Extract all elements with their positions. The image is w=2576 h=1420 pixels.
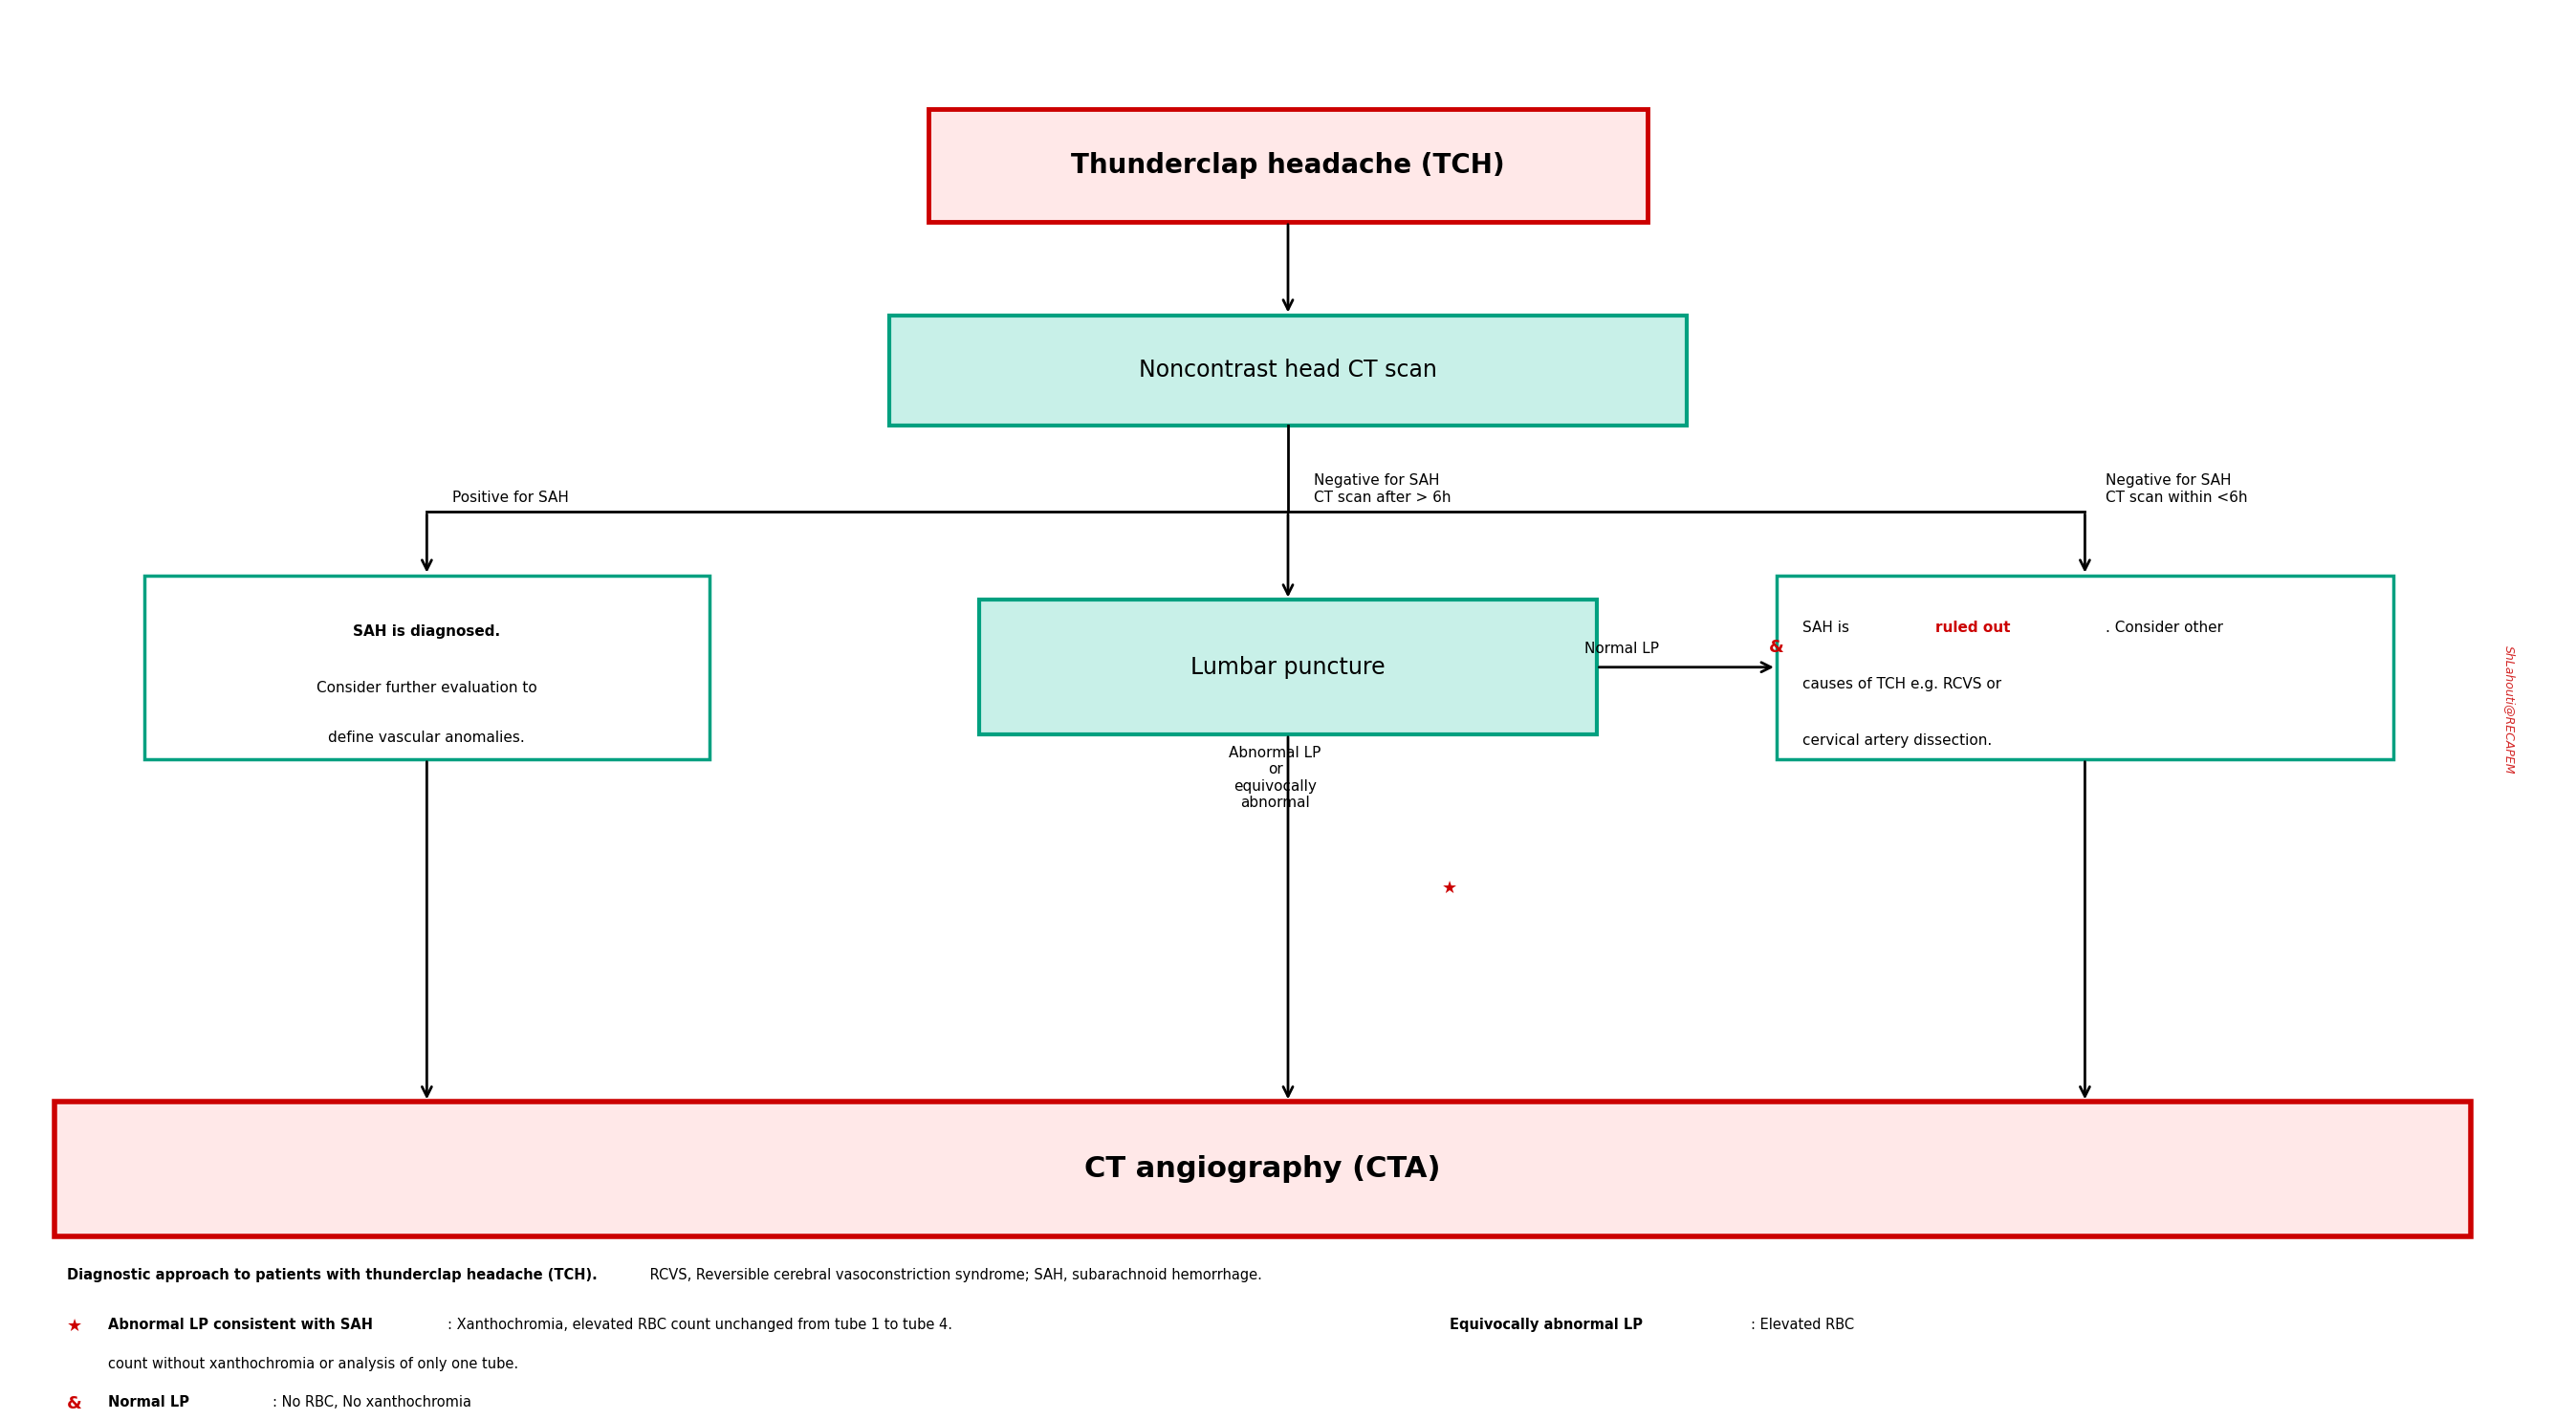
Text: Positive for SAH: Positive for SAH xyxy=(453,490,569,504)
Text: ruled out: ruled out xyxy=(1935,621,2012,635)
FancyBboxPatch shape xyxy=(889,315,1687,426)
Text: Noncontrast head CT scan: Noncontrast head CT scan xyxy=(1139,359,1437,382)
FancyBboxPatch shape xyxy=(144,575,708,760)
Text: SAH is diagnosed.: SAH is diagnosed. xyxy=(353,625,500,639)
Text: Diagnostic approach to patients with thunderclap headache (TCH).: Diagnostic approach to patients with thu… xyxy=(67,1268,598,1282)
Text: &: & xyxy=(1770,639,1785,656)
FancyBboxPatch shape xyxy=(54,1102,2470,1237)
Text: Abnormal LP
or
equivocally
abnormal: Abnormal LP or equivocally abnormal xyxy=(1229,746,1321,809)
Text: : Xanthochromia, elevated RBC count unchanged from tube 1 to tube 4.: : Xanthochromia, elevated RBC count unch… xyxy=(448,1318,956,1332)
Text: Normal LP: Normal LP xyxy=(108,1396,188,1410)
Text: CT angiography (CTA): CT angiography (CTA) xyxy=(1084,1156,1440,1183)
Text: Abnormal LP consistent with SAH: Abnormal LP consistent with SAH xyxy=(108,1318,374,1332)
FancyBboxPatch shape xyxy=(927,109,1649,222)
FancyBboxPatch shape xyxy=(1777,575,2393,760)
Text: ShLahouti@RECAPEM: ShLahouti@RECAPEM xyxy=(2504,645,2514,774)
Text: : No RBC, No xanthochromia: : No RBC, No xanthochromia xyxy=(273,1396,471,1410)
Text: SAH is: SAH is xyxy=(1803,621,1855,635)
Text: count without xanthochromia or analysis of only one tube.: count without xanthochromia or analysis … xyxy=(108,1358,518,1372)
Text: cervical artery dissection.: cervical artery dissection. xyxy=(1803,734,1991,748)
Text: RCVS, Reversible cerebral vasoconstriction syndrome; SAH, subarachnoid hemorrhag: RCVS, Reversible cerebral vasoconstricti… xyxy=(647,1268,1262,1282)
Text: Normal LP: Normal LP xyxy=(1584,642,1659,656)
Text: . Consider other: . Consider other xyxy=(2105,621,2223,635)
Text: Negative for SAH
CT scan within <6h: Negative for SAH CT scan within <6h xyxy=(2105,474,2246,504)
Text: &: & xyxy=(67,1396,82,1413)
FancyBboxPatch shape xyxy=(979,601,1597,734)
Text: ★: ★ xyxy=(67,1318,82,1335)
Text: Thunderclap headache (TCH): Thunderclap headache (TCH) xyxy=(1072,152,1504,179)
Text: Consider further evaluation to: Consider further evaluation to xyxy=(317,682,538,696)
Text: Negative for SAH
CT scan after > 6h: Negative for SAH CT scan after > 6h xyxy=(1314,474,1450,504)
Text: Equivocally abnormal LP: Equivocally abnormal LP xyxy=(1450,1318,1643,1332)
Text: define vascular anomalies.: define vascular anomalies. xyxy=(330,731,526,746)
Text: Lumbar puncture: Lumbar puncture xyxy=(1190,656,1386,679)
Text: causes of TCH e.g. RCVS or: causes of TCH e.g. RCVS or xyxy=(1803,677,2002,692)
Text: : Elevated RBC: : Elevated RBC xyxy=(1752,1318,1855,1332)
Text: ★: ★ xyxy=(1443,880,1458,897)
